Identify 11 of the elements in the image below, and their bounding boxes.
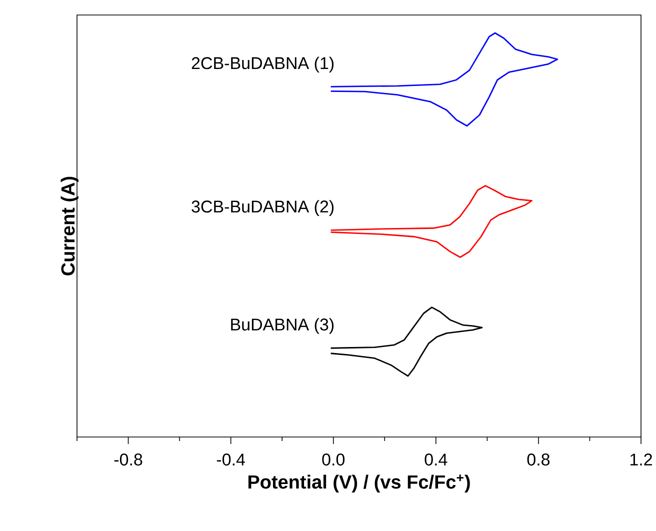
x-tick-label: -0.4 — [216, 454, 245, 466]
series-label: 2CB-BuDABNA (1) — [192, 56, 334, 73]
series-label: BuDABNA (3) — [231, 318, 334, 334]
x-tick-label: 0.4 — [424, 454, 448, 466]
series-label: 3CB-BuDABNA (2) — [192, 200, 334, 216]
x-tick-label: -0.8 — [114, 454, 142, 466]
x-tick-label: 0.8 — [527, 454, 550, 466]
x-tick-label: 1.2 — [630, 454, 652, 466]
x-tick-label: 0.0 — [322, 454, 345, 466]
y-axis-title: Current (A) — [60, 176, 78, 276]
x-axis-title: Potential (V) / (vs Fc/Fc$^{+}$) — [248, 474, 470, 492]
